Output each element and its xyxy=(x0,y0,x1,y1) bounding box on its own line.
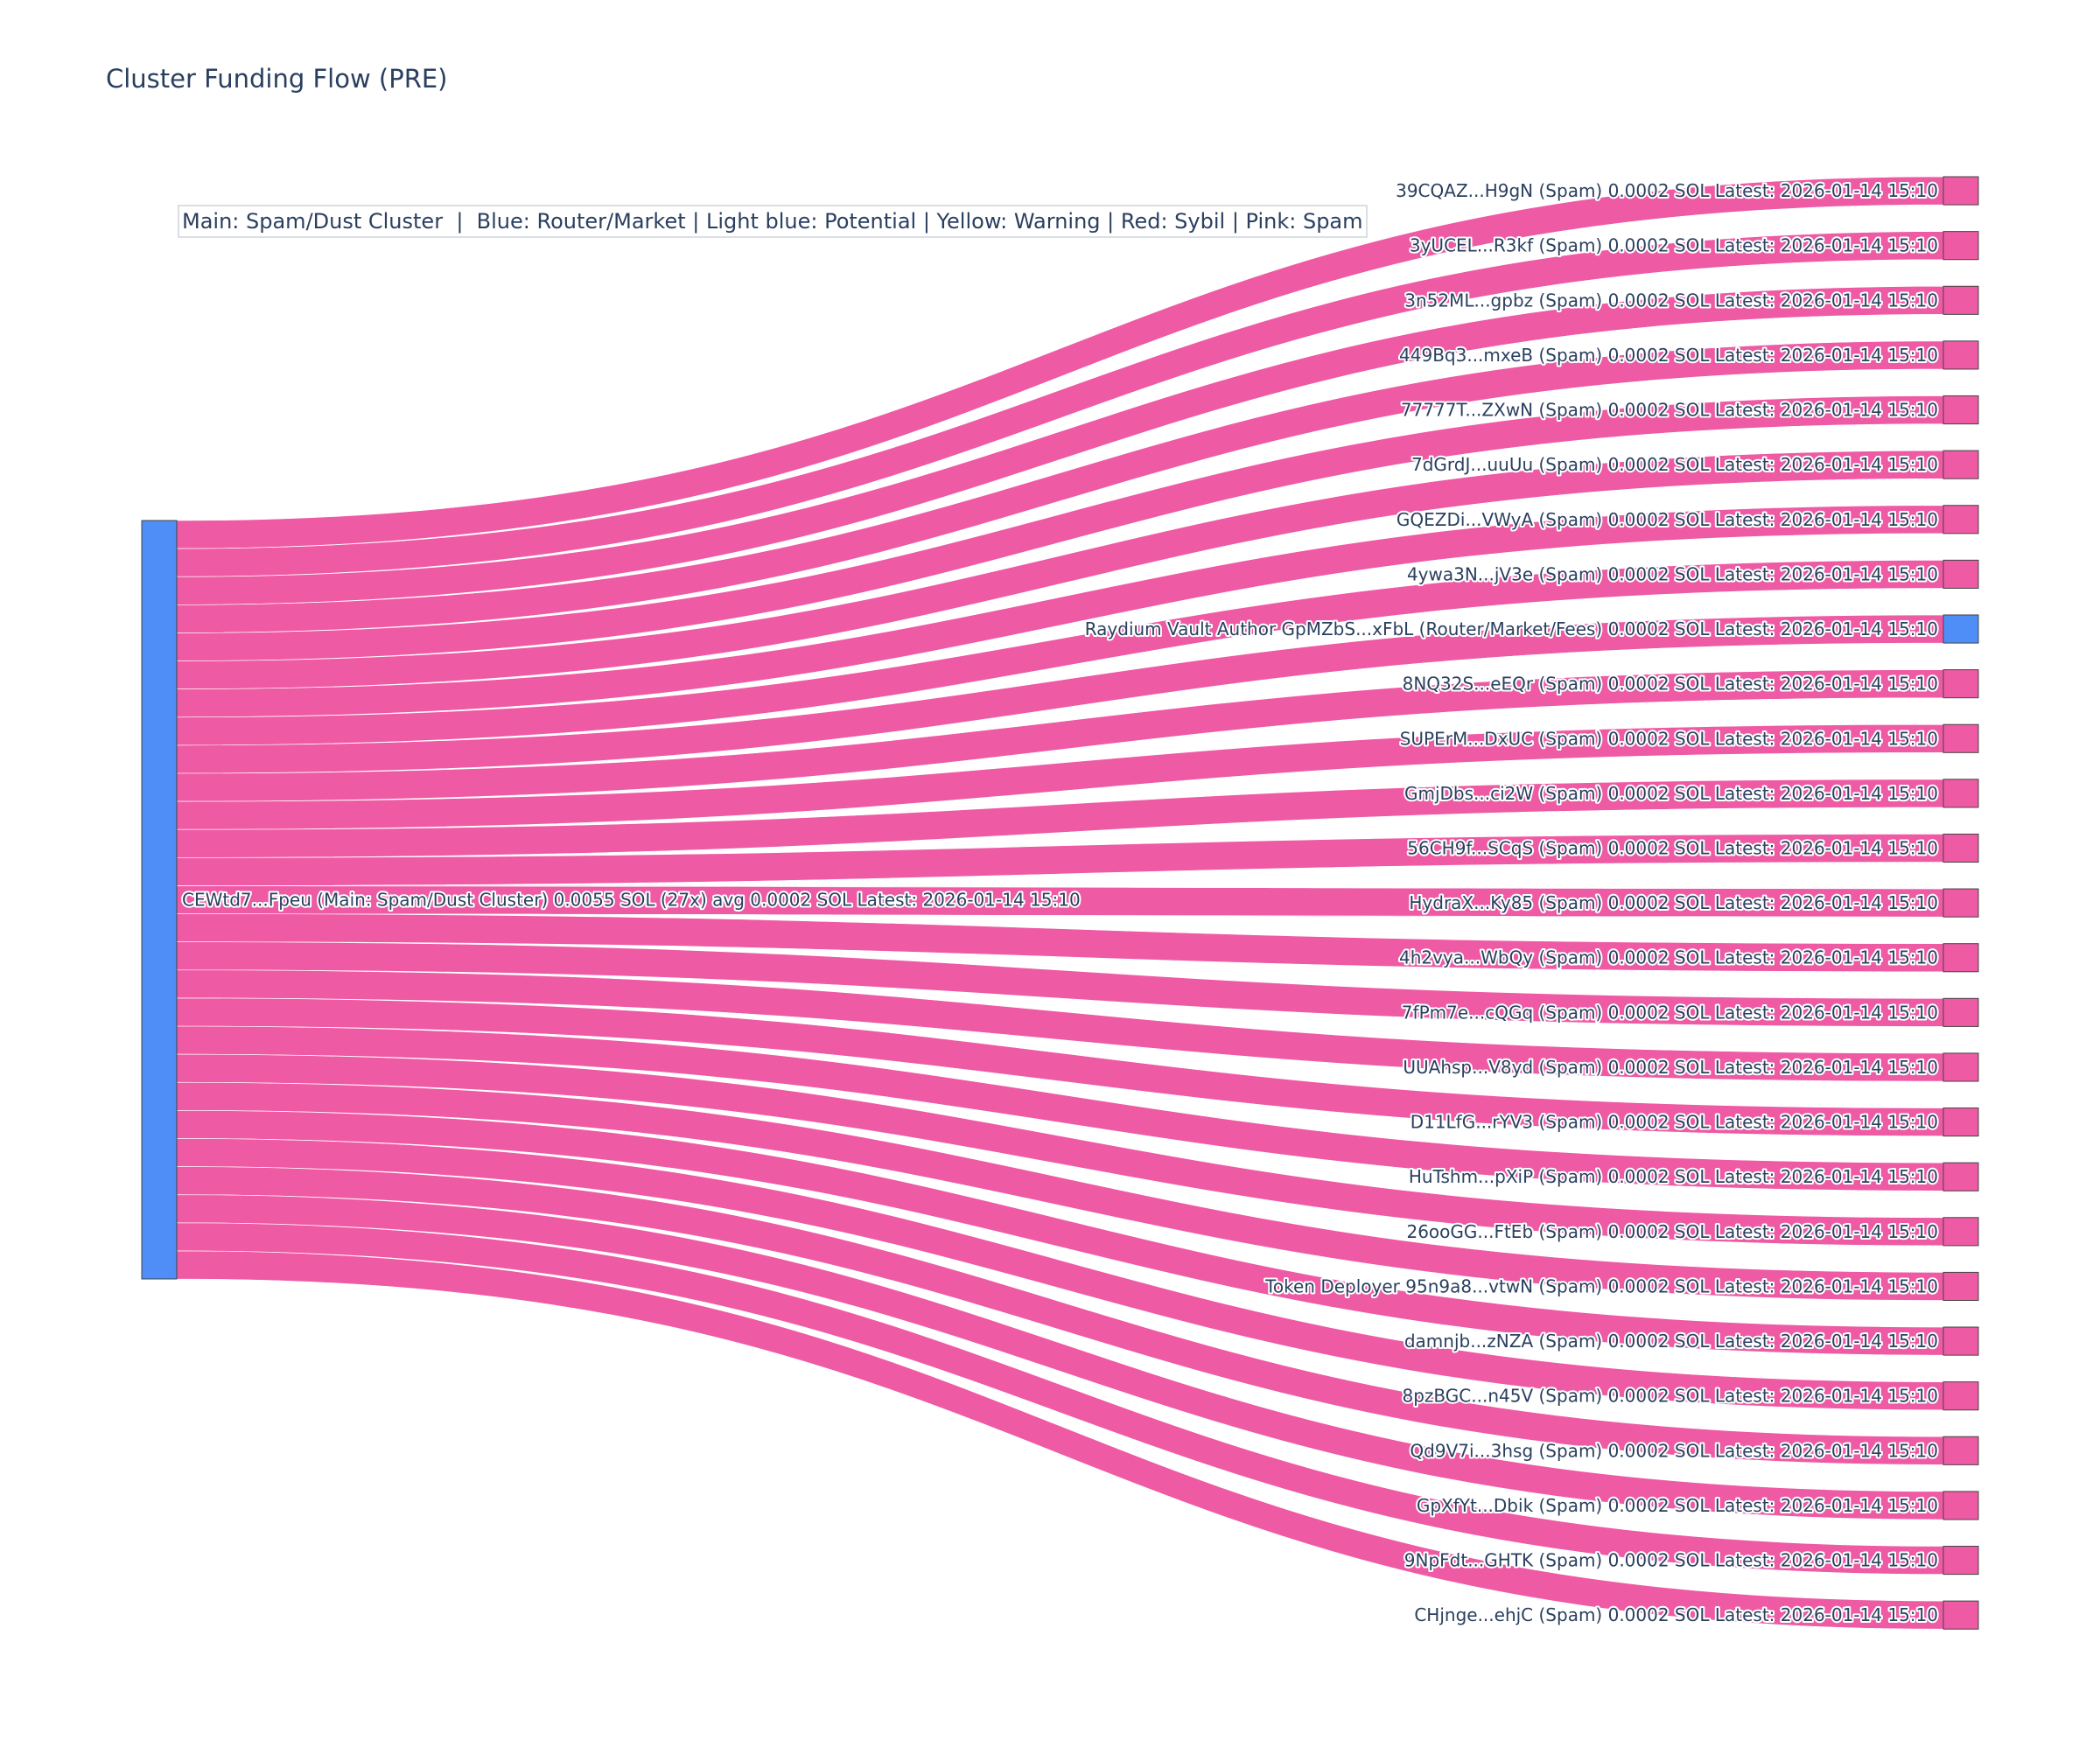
target-node[interactable] xyxy=(1942,1108,1979,1137)
target-node[interactable] xyxy=(1942,1600,1979,1630)
target-node[interactable] xyxy=(1942,779,1979,808)
target-node-label: GQEZDi...VWyA (Spam) 0.0002 SOL Latest: … xyxy=(1396,509,1938,530)
labels-layer: 39CQAZ...H9gN (Spam) 0.0002 SOL Latest: … xyxy=(180,178,1940,1627)
target-node-label: 26ooGG...FtEb (Spam) 0.0002 SOL Latest: … xyxy=(1406,1221,1938,1242)
target-node[interactable] xyxy=(1942,1436,1979,1465)
target-node[interactable] xyxy=(1942,669,1979,699)
target-node[interactable] xyxy=(1942,997,1979,1027)
target-node[interactable] xyxy=(1942,450,1979,479)
target-node[interactable] xyxy=(1942,833,1979,863)
target-node-label: HydraX...Ky85 (Spam) 0.0002 SOL Latest: … xyxy=(1409,892,1938,913)
target-node[interactable] xyxy=(1942,1217,1979,1247)
source-node[interactable] xyxy=(141,520,178,1280)
target-node-label: CHjnge...ehjC (Spam) 0.0002 SOL Latest: … xyxy=(1414,1604,1938,1625)
target-node[interactable] xyxy=(1942,1326,1979,1356)
target-node-label: 3yUCEL...R3kf (Spam) 0.0002 SOL Latest: … xyxy=(1410,235,1938,256)
target-node-label: damnjb...zNZA (Spam) 0.0002 SOL Latest: … xyxy=(1404,1331,1938,1352)
source-node-label: CEWtd7...Fpeu (Main: Spam/Dust Cluster) … xyxy=(182,890,1081,911)
target-node-label: 56CH9f...SCqS (Spam) 0.0002 SOL Latest: … xyxy=(1407,837,1938,858)
annotation-text: Main: Spam/Dust Cluster | Blue: Router/M… xyxy=(182,209,1363,234)
target-node-label: Raydium Vault Author GpMZbS...xFbL (Rout… xyxy=(1085,618,1938,639)
target-node-label: 39CQAZ...H9gN (Spam) 0.0002 SOL Latest: … xyxy=(1396,180,1938,201)
nodes-layer xyxy=(141,176,1979,1630)
target-node[interactable] xyxy=(1942,505,1979,535)
target-node-label: 8pzBGC...n45V (Spam) 0.0002 SOL Latest: … xyxy=(1403,1386,1938,1407)
target-node[interactable] xyxy=(1942,614,1979,644)
target-node-label: 4ywa3N...jV3e (Spam) 0.0002 SOL Latest: … xyxy=(1407,563,1938,584)
target-node-label: 9NpFdt...GHTK (Spam) 0.0002 SOL Latest: … xyxy=(1404,1550,1938,1571)
target-node-label: Token Deployer 95n9a8...vtwN (Spam) 0.00… xyxy=(1264,1275,1938,1296)
target-node[interactable] xyxy=(1942,1162,1979,1191)
target-node[interactable] xyxy=(1942,1052,1979,1082)
target-node-label: 449Bq3...mxeB (Spam) 0.0002 SOL Latest: … xyxy=(1399,345,1938,366)
target-node[interactable] xyxy=(1942,340,1979,370)
target-node[interactable] xyxy=(1942,1546,1979,1576)
target-node[interactable] xyxy=(1942,1491,1979,1520)
target-node-label: 3n52ML...gpbz (Spam) 0.0002 SOL Latest: … xyxy=(1404,290,1938,311)
chart-title: Cluster Funding Flow (PRE) xyxy=(106,64,447,94)
target-node[interactable] xyxy=(1942,176,1979,206)
links-layer xyxy=(176,176,1944,1630)
target-node-label: Qd9V7i...3hsg (Spam) 0.0002 SOL Latest: … xyxy=(1410,1440,1938,1461)
target-node[interactable] xyxy=(1942,1381,1979,1411)
target-node[interactable] xyxy=(1942,231,1979,261)
target-node-label: UUAhsp...V8yd (Spam) 0.0002 SOL Latest: … xyxy=(1403,1057,1938,1078)
target-node-label: D11LfG...rYV3 (Spam) 0.0002 SOL Latest: … xyxy=(1410,1112,1938,1133)
target-node[interactable] xyxy=(1942,285,1979,315)
target-node-label: SUPErM...DxUC (Spam) 0.0002 SOL Latest: … xyxy=(1400,728,1938,749)
target-node[interactable] xyxy=(1942,559,1979,589)
target-node-label: 4h2vya...WbQy (Spam) 0.0002 SOL Latest: … xyxy=(1399,947,1938,968)
target-node[interactable] xyxy=(1942,888,1979,918)
target-node[interactable] xyxy=(1942,1271,1979,1302)
target-node-label: 8NQ32S...eEQr (Spam) 0.0002 SOL Latest: … xyxy=(1403,674,1938,695)
target-node-label: 7fPm7e...cQGq (Spam) 0.0002 SOL Latest: … xyxy=(1402,1002,1938,1023)
target-node-label: GmjDbs...ci2W (Spam) 0.0002 SOL Latest: … xyxy=(1404,783,1938,804)
target-node-label: HuTshm...pXiP (Spam) 0.0002 SOL Latest: … xyxy=(1409,1166,1938,1187)
annotation-box xyxy=(178,205,1368,238)
chart-annotation: Main: Spam/Dust Cluster | Blue: Router/M… xyxy=(178,205,1368,238)
target-node[interactable] xyxy=(1942,943,1979,973)
target-node[interactable] xyxy=(1942,723,1979,753)
target-node-label: 77777T...ZXwN (Spam) 0.0002 SOL Latest: … xyxy=(1401,400,1938,421)
target-node[interactable] xyxy=(1942,395,1979,425)
target-node-label: GpXfYt...Dbik (Spam) 0.0002 SOL Latest: … xyxy=(1417,1495,1938,1516)
target-node-label: 7dGrdJ...uuUu (Spam) 0.0002 SOL Latest: … xyxy=(1411,454,1938,475)
